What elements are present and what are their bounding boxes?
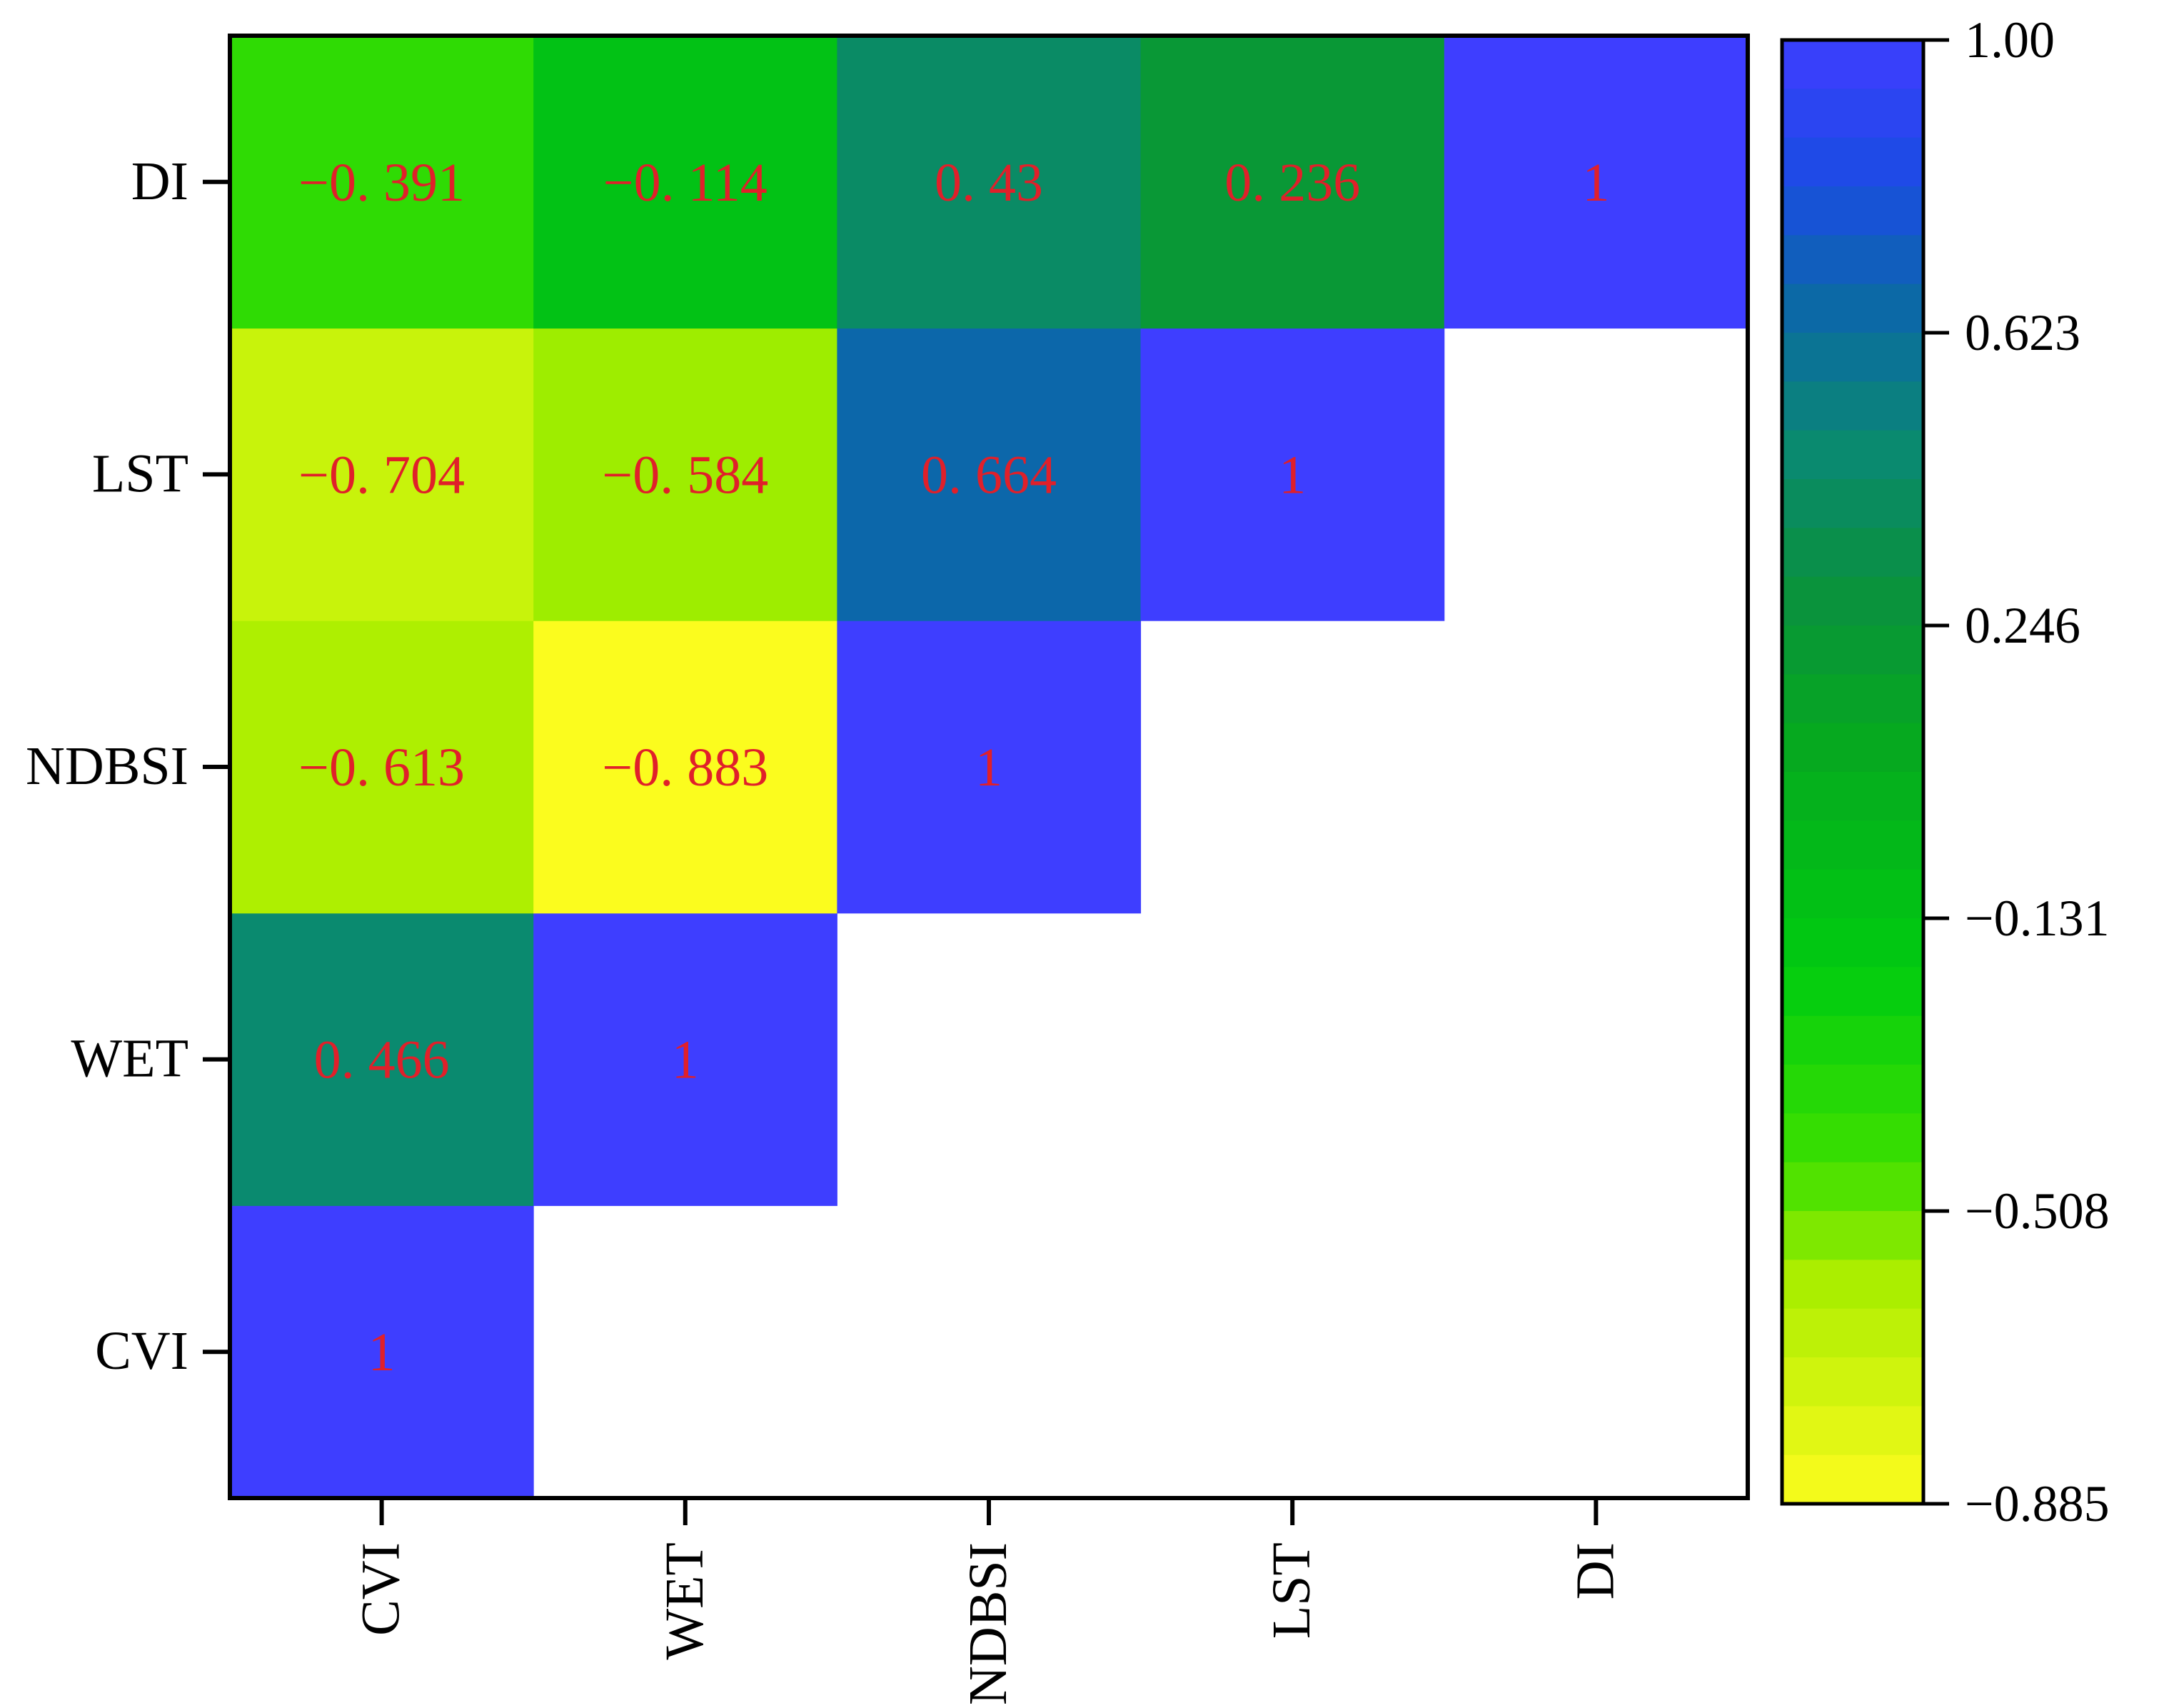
heatmap-cell-lst-ndbsi: [837, 328, 1142, 621]
cell-value-label: −0. 704: [298, 445, 465, 505]
cell-value-label: 0. 43: [935, 153, 1043, 213]
y-axis: DI LST NDBSI WET CVI: [26, 151, 230, 1381]
heatmap-cell-ndbsi-ndbsi: [837, 621, 1142, 914]
cell-value-label: 1: [368, 1322, 396, 1382]
colorbar-band: [1782, 869, 1923, 919]
heatmap-cells: [230, 36, 1748, 1499]
x-axis: CVI WET NDBSI LST DI: [351, 1498, 1625, 1705]
y-tick-label: DI: [131, 151, 188, 211]
colorbar-tick-label: −0.885: [1965, 1475, 2110, 1532]
cell-value-label: 1: [1279, 445, 1306, 505]
cell-value-label: 1: [975, 738, 1002, 798]
y-tick-label: LST: [92, 443, 188, 503]
colorbar-tick-label: 1.00: [1965, 11, 2055, 69]
heatmap-cell-wet-cvi: [230, 913, 534, 1206]
colorbar-band: [1782, 1406, 1923, 1456]
x-tick-label: NDBSI: [958, 1542, 1018, 1705]
y-tick-label: NDBSI: [26, 736, 188, 796]
heatmap-cell-di-ndbsi: [837, 36, 1142, 329]
cell-value-label: 0. 236: [1224, 153, 1360, 213]
colorbar-tick-label: 0.623: [1965, 304, 2080, 361]
colorbar-band: [1782, 40, 1923, 89]
x-tick-label: CVI: [351, 1542, 411, 1636]
cell-value-label: −0. 114: [603, 153, 768, 213]
colorbar-band: [1782, 820, 1923, 870]
colorbar-band: [1782, 1065, 1923, 1114]
heatmap-cell-di-cvi: [230, 36, 534, 329]
colorbar-band: [1782, 137, 1923, 187]
colorbar-band: [1782, 479, 1923, 528]
cell-value-label: 0. 466: [314, 1030, 450, 1090]
heatmap-cell-lst-wet: [533, 328, 837, 621]
cell-value-label: −0. 613: [298, 738, 465, 798]
colorbar: 1.00 0.623 0.246 −0.131 −0.508 −0.885: [1780, 11, 2110, 1532]
heatmap-cell-labels: 1 0. 466 1 −0. 613 −0. 883 1 −0. 704 −0. 584 0. …: [298, 153, 1609, 1382]
colorbar-band: [1782, 283, 1923, 333]
colorbar-tick-label: 0.246: [1965, 597, 2080, 654]
cell-value-label: 1: [1582, 153, 1609, 213]
colorbar-band: [1782, 89, 1923, 139]
colorbar-band: [1782, 1162, 1923, 1212]
colorbar-band: [1782, 918, 1923, 968]
cell-value-label: 1: [672, 1030, 699, 1090]
colorbar-band: [1782, 186, 1923, 236]
y-tick-label: CVI: [95, 1321, 188, 1381]
heatmap-cell-di-wet: [533, 36, 837, 329]
colorbar-band: [1782, 576, 1923, 626]
heatmap-cell-di-di: [1444, 36, 1748, 329]
x-tick-label: WET: [655, 1542, 715, 1660]
heatmap-cell-di-lst: [1140, 36, 1445, 329]
heatmap-cell-lst-lst: [1140, 328, 1445, 621]
colorbar-band: [1782, 674, 1923, 724]
heatmap-cell-ndbsi-cvi: [230, 621, 534, 914]
heatmap-cell-cvi-cvi: [230, 1205, 534, 1499]
cell-value-label: −0. 391: [298, 153, 465, 213]
colorbar-band: [1782, 1113, 1923, 1163]
colorbar-band: [1782, 430, 1923, 480]
cell-value-label: −0. 883: [602, 738, 768, 798]
x-tick-label: LST: [1262, 1542, 1322, 1639]
heatmap-cell-ndbsi-wet: [533, 621, 837, 914]
colorbar-band: [1782, 333, 1923, 382]
colorbar-band: [1782, 1308, 1923, 1358]
colorbar-band: [1782, 381, 1923, 431]
colorbar-tick-label: −0.508: [1965, 1182, 2110, 1240]
cell-value-label: 0. 664: [921, 445, 1057, 505]
colorbar-frame: [1780, 38, 1926, 1506]
colorbar-band: [1782, 772, 1923, 821]
colorbar-band: [1782, 1015, 1923, 1065]
colorbar-band: [1782, 1260, 1923, 1310]
heatmap-cell-lst-cvi: [230, 328, 534, 621]
y-tick-label: WET: [71, 1029, 188, 1089]
colorbar-band: [1782, 1357, 1923, 1407]
colorbar-band: [1782, 528, 1923, 578]
colorbar-band: [1782, 235, 1923, 285]
colorbar-band: [1782, 1211, 1923, 1260]
x-tick-label: DI: [1565, 1542, 1625, 1599]
heatmap-cell-wet-wet: [533, 913, 837, 1206]
colorbar-band: [1782, 626, 1923, 675]
colorbar-band: [1782, 723, 1923, 773]
colorbar-tick-label: −0.131: [1965, 890, 2110, 947]
colorbar-band: [1782, 1455, 1923, 1504]
colorbar-band: [1782, 967, 1923, 1017]
cell-value-label: −0. 584: [602, 445, 768, 505]
